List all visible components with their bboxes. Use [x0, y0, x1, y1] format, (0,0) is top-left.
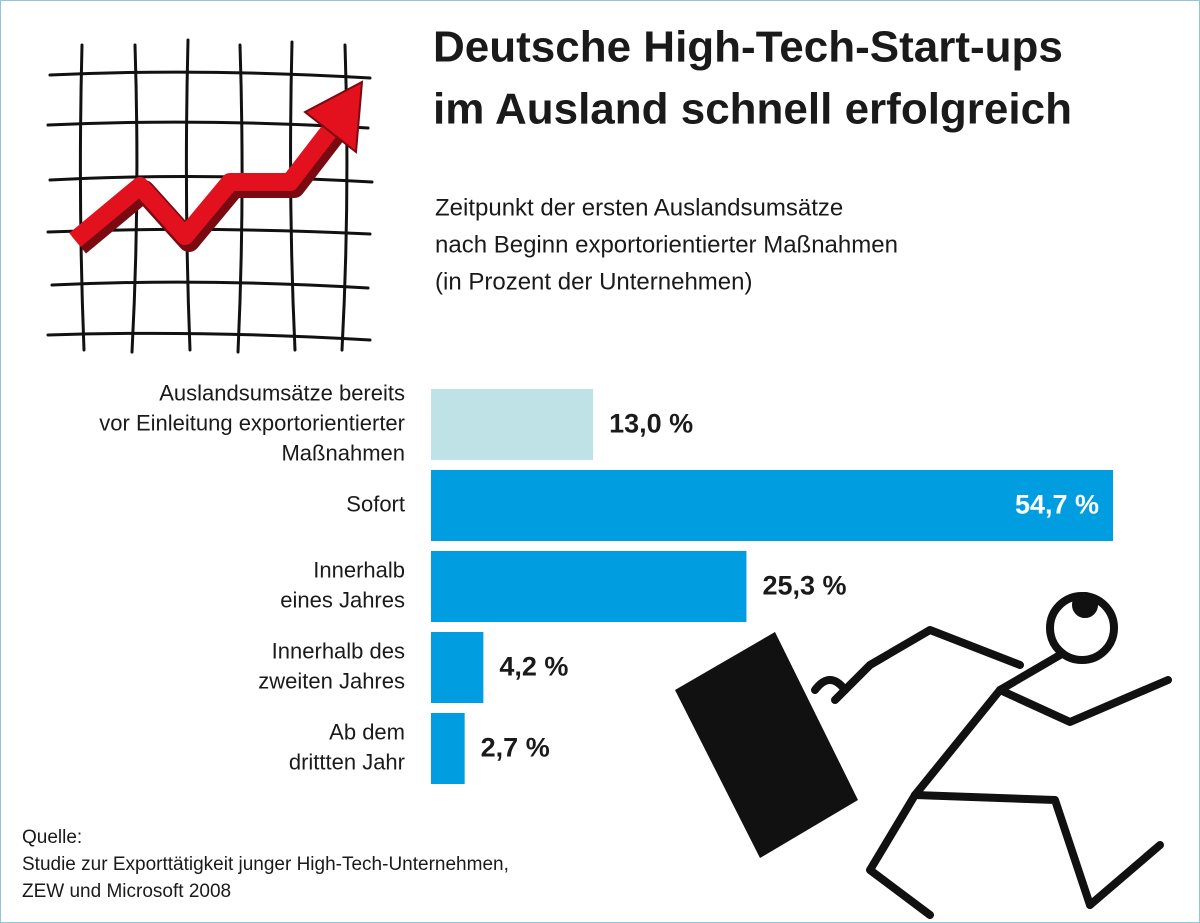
briefcase	[675, 632, 858, 858]
red-arrow	[69, 80, 364, 254]
category-label: Ab dem	[329, 719, 405, 744]
value-label: 4,2 %	[499, 652, 568, 682]
bar	[431, 713, 465, 784]
category-label: Auslandsumsätze bereits	[159, 380, 405, 405]
source: ZEW und Microsoft 2008	[22, 881, 231, 902]
growth-icon	[46, 38, 374, 354]
chart-subtitle: (in Prozent der Unternehmen)	[435, 268, 752, 295]
bar	[431, 551, 747, 622]
bar	[431, 389, 594, 460]
category-label: Sofort	[346, 491, 405, 516]
runner-icon	[811, 592, 1172, 919]
source: Quelle:	[22, 827, 82, 848]
chart-title: im Ausland schnell erfolgreich	[433, 85, 1072, 134]
value-label: 2,7 %	[481, 733, 550, 763]
source: Studie zur Exporttätigkeit junger High-T…	[22, 854, 509, 875]
bar	[431, 470, 1113, 541]
category-label: Maßnahmen	[281, 440, 405, 465]
category-label: Innerhalb des	[272, 638, 405, 663]
value-label: 13,0 %	[609, 409, 693, 439]
chart-subtitle: nach Beginn exportorientierter Maßnahmen	[435, 231, 898, 258]
value-label: 25,3 %	[762, 571, 846, 601]
category-label: eines Jahres	[280, 587, 405, 612]
value-label: 54,7 %	[1015, 490, 1099, 520]
category-label: zweiten Jahres	[258, 668, 405, 693]
chart-title: Deutsche High-Tech-Start-ups	[433, 23, 1063, 72]
category-label: Innerhalb	[313, 557, 405, 582]
content: Deutsche High-Tech-Start-ups im Ausland s…	[22, 23, 1113, 902]
category-label: drittten Jahr	[289, 749, 405, 774]
chart-subtitle: Zeitpunkt der ersten Auslandsumsätze	[435, 194, 843, 221]
bar	[431, 632, 484, 703]
category-label: vor Einleitung exportorientierter	[99, 410, 405, 435]
